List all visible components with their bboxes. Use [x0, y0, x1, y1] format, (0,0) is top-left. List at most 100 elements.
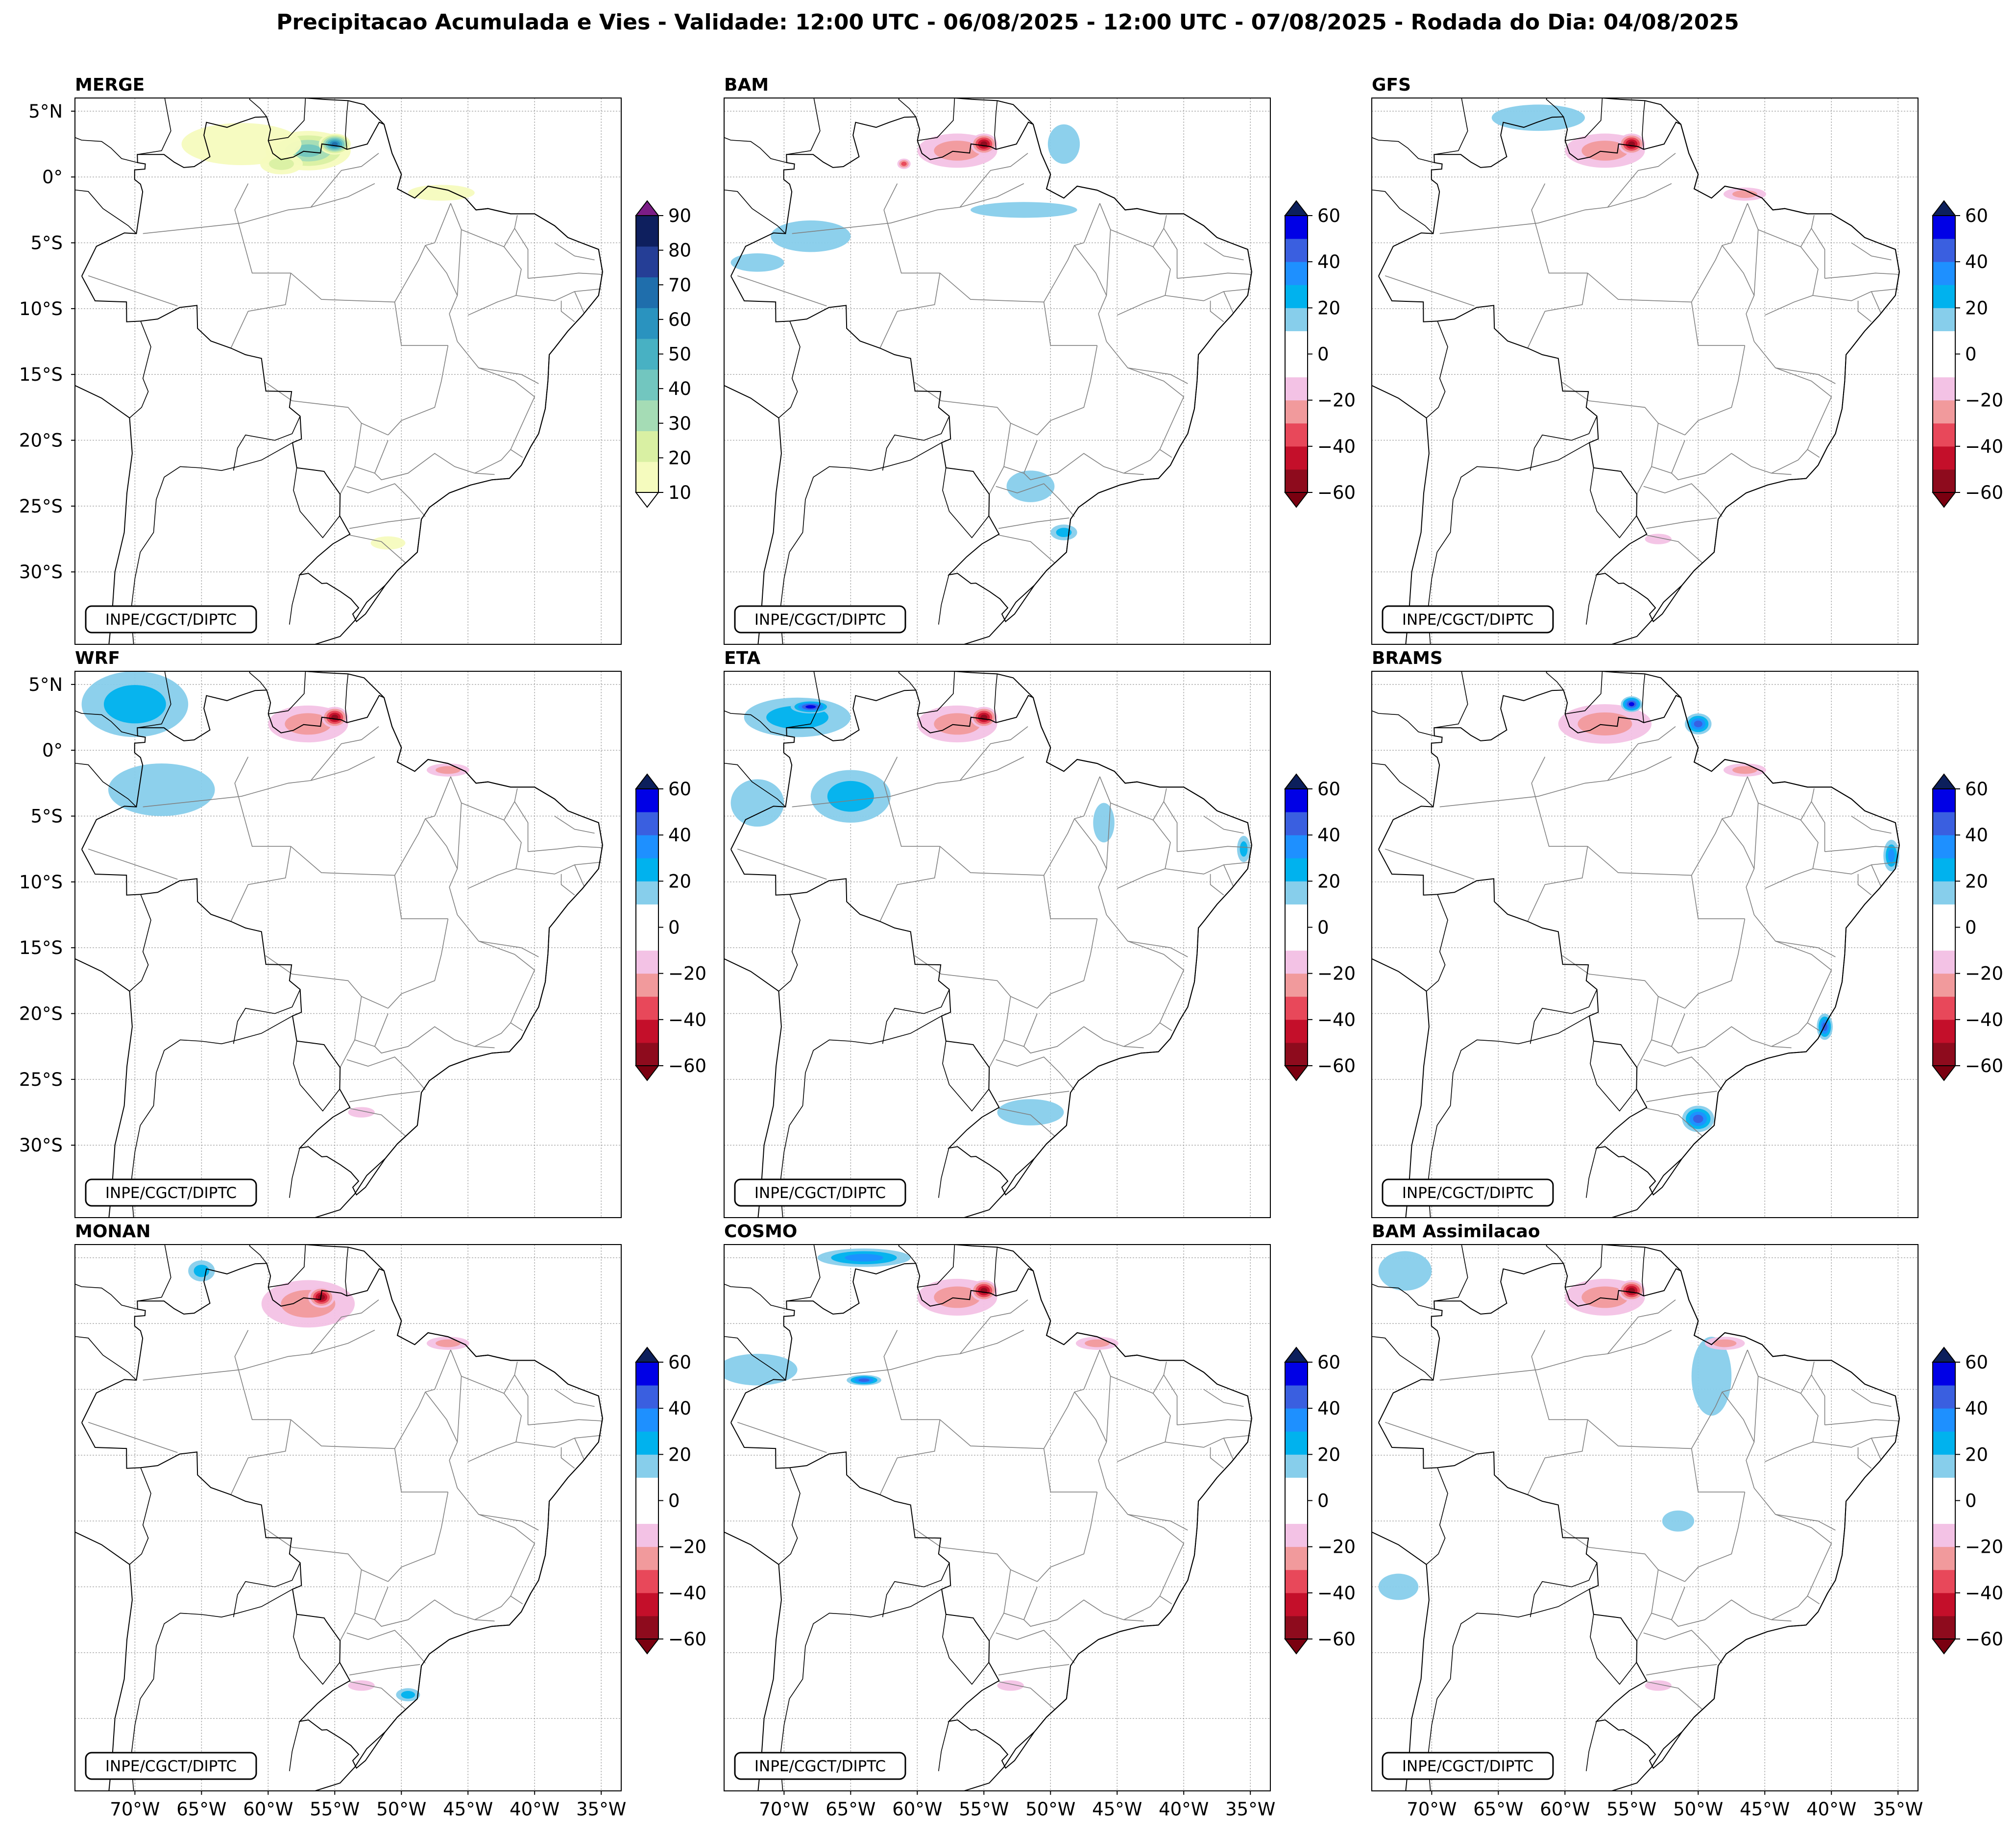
colorbar-bin — [1933, 973, 1955, 997]
country-border — [1546, 1245, 1564, 1264]
colorbar-tick-label: 20 — [1965, 1444, 1988, 1465]
state-boundary — [265, 1528, 389, 1582]
state-boundary — [1753, 341, 1836, 384]
country-border — [898, 1245, 916, 1264]
lon-tick-label: 45°W — [1740, 1799, 1790, 1820]
colorbar-bin — [1933, 835, 1955, 858]
state-boundary — [959, 153, 1028, 208]
state-boundary — [516, 288, 602, 301]
country-border — [268, 98, 306, 141]
country-border — [293, 1614, 340, 1685]
state-boundary — [1824, 1419, 1899, 1425]
map-background — [1372, 1245, 1918, 1791]
state-boundary — [1636, 1613, 1652, 1641]
country-border — [724, 1283, 787, 1310]
credit-box: INPE/CGCT/DIPTC — [85, 1178, 257, 1207]
lon-tick-label: 40°W — [1806, 1799, 1856, 1820]
lon-tick-label: 50°W — [1025, 1799, 1075, 1820]
precip-feature — [1578, 712, 1632, 735]
country-border — [898, 98, 916, 117]
colorbar-tick-label: 60 — [1965, 1352, 1988, 1373]
state-boundary — [1684, 345, 1746, 436]
colorbar-bin — [1285, 1546, 1308, 1570]
colorbar-bin — [1933, 216, 1955, 239]
state-boundary — [1813, 861, 1898, 875]
state-boundary — [457, 803, 462, 869]
state-boundary — [349, 535, 406, 563]
panel-title: GFS — [1372, 75, 1411, 95]
country-border — [786, 671, 821, 729]
country-border — [1546, 98, 1564, 117]
panel-title: BAM — [724, 75, 769, 95]
country-border — [1426, 894, 1448, 992]
state-boundary — [88, 1421, 178, 1453]
state-boundary — [457, 341, 539, 384]
state-boundary — [1651, 1569, 1685, 1620]
colorbar-bin — [636, 881, 658, 905]
lon-tick-label: 35°W — [1873, 1799, 1923, 1820]
country-border — [268, 1245, 306, 1288]
colorbar-bin — [1285, 1362, 1308, 1386]
state-boundary — [1165, 1435, 1251, 1448]
colorbar-tick-label: 60 — [668, 779, 691, 800]
colorbar-extend-bottom — [1284, 1065, 1309, 1081]
precip-feature — [194, 1265, 210, 1277]
colorbar-bin — [1285, 1569, 1308, 1593]
credit-label: INPE/CGCT/DIPTC — [1402, 1184, 1533, 1202]
state-boundary — [1003, 996, 1038, 1047]
colorbar-bin — [1933, 927, 1955, 951]
state-boundary — [1636, 1039, 1652, 1068]
country-border — [724, 762, 786, 807]
state-boundary — [1439, 756, 1672, 807]
country-border — [882, 416, 950, 471]
colorbar-bin — [1285, 1019, 1308, 1043]
country-border — [137, 1245, 171, 1302]
country-border — [942, 1041, 990, 1112]
colorbar-bin — [1933, 1592, 1955, 1616]
state-boundary — [1684, 918, 1746, 1009]
colorbar-tick-label: −40 — [1965, 1583, 2003, 1604]
credit-label: INPE/CGCT/DIPTC — [1402, 1758, 1533, 1775]
colorbar-tick-label: −60 — [1317, 1055, 1356, 1076]
state-boundary — [1127, 1514, 1185, 1605]
country-border — [724, 189, 786, 234]
credit-label: INPE/CGCT/DIPTC — [105, 611, 237, 629]
colorbar-bin — [636, 1408, 658, 1432]
country-border — [1530, 1563, 1598, 1617]
credit-label: INPE/CGCT/DIPTC — [754, 1758, 886, 1775]
colorbar-bin — [636, 462, 658, 493]
lon-tick-label: 70°W — [1407, 1799, 1457, 1820]
state-boundary — [1753, 229, 1759, 296]
state-boundary — [478, 1514, 535, 1605]
state-boundary — [349, 1664, 420, 1676]
state-boundary — [1651, 423, 1685, 474]
colorbar-extend-top — [1284, 1346, 1309, 1363]
colorbar-bin — [1285, 1408, 1308, 1432]
country-border — [129, 894, 151, 992]
precip-feature — [1006, 470, 1055, 502]
colorbar-tick-label: 20 — [1317, 297, 1340, 318]
colorbar: −60 −40 −20 0 20 40 60 — [1284, 1346, 1356, 1655]
state-boundary — [1813, 1435, 1898, 1448]
country-border — [1546, 671, 1564, 690]
colorbar: −60 −40 −20 0 20 40 60 — [634, 773, 706, 1081]
colorbar-bin — [1285, 973, 1308, 997]
state-boundary — [514, 801, 529, 852]
state-boundary — [1607, 153, 1676, 208]
state-boundary — [1871, 1438, 1881, 1460]
country-border — [233, 1563, 301, 1617]
colorbar-bin — [636, 927, 658, 951]
state-boundary — [514, 228, 529, 279]
state-boundary — [792, 183, 1024, 234]
colorbar-bin — [1933, 446, 1955, 470]
lon-tick-label: 70°W — [759, 1799, 809, 1820]
colorbar-tick-label: 60 — [668, 1352, 691, 1373]
state-boundary — [1439, 1329, 1672, 1381]
country-border — [942, 467, 990, 538]
state-boundary — [1439, 183, 1672, 234]
credit-label: INPE/CGCT/DIPTC — [105, 1184, 237, 1202]
state-boundary — [998, 517, 1069, 529]
state-boundary — [457, 1488, 539, 1531]
state-boundary — [1223, 1438, 1234, 1460]
colorbar-bin — [1933, 400, 1955, 424]
